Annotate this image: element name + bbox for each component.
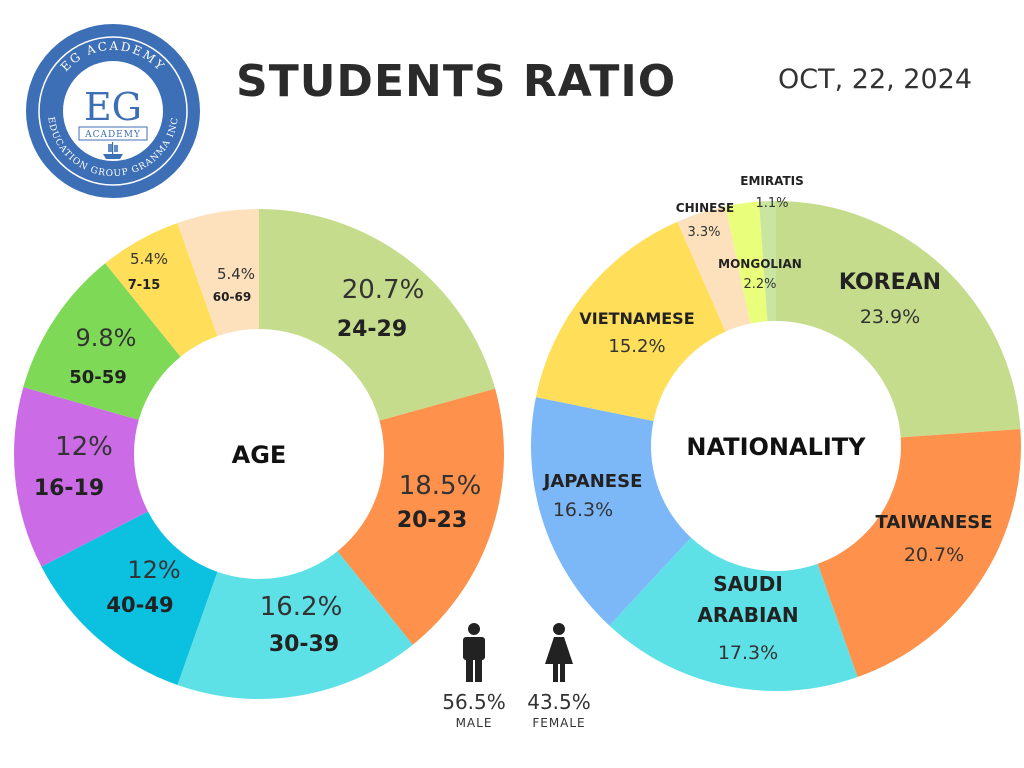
male-percentage: 56.5%: [442, 690, 506, 714]
slice-label-30-39: 30-39: [269, 632, 339, 657]
slice-label-korean: KOREAN: [839, 270, 941, 295]
slice-30-39: [177, 551, 413, 699]
logo-monogram: EG: [84, 85, 142, 129]
male-label: MALE: [455, 716, 493, 730]
slice-40-49: [41, 511, 218, 686]
chart-center-title: AGE: [232, 441, 287, 469]
eg-academy-logo: EG ACADEMY EDUCATION GROUP GRANMA INC EG…: [24, 22, 202, 200]
slice-label-60-69: 60-69: [213, 290, 251, 304]
slice-16-19: [14, 387, 148, 567]
male-icon: [463, 623, 485, 682]
slice-chinese: [677, 206, 751, 332]
slice-percent-40-49: 12%: [127, 556, 180, 584]
page-title: STUDENTS RATIO: [236, 56, 677, 107]
slice-label-saudi-arabian-2: ARABIAN: [697, 603, 798, 627]
slice-label-japanese: JAPANESE: [542, 471, 643, 492]
slice-label-vietnamese: VIETNAMESE: [579, 309, 694, 328]
slice-percent-50-59: 9.8%: [76, 324, 137, 352]
slice-label-16-19: 16-19: [34, 476, 104, 501]
age-donut-chart: AGE 20.7% 24-29 18.5% 20-23 16.2% 30-39 12% 40-4…: [14, 209, 504, 699]
slice-label-emiratis: EMIRATIS: [740, 174, 804, 188]
chart-center-title: NATIONALITY: [686, 433, 866, 461]
slice-percent-30-39: 16.2%: [260, 592, 343, 622]
logo-academy-text: ACADEMY: [84, 130, 141, 140]
slice-percent-korean: 23.9%: [860, 306, 920, 328]
slice-vietnamese: [535, 221, 726, 422]
female-icon: [545, 623, 573, 682]
female-percentage: 43.5%: [527, 690, 591, 714]
slice-mongolian: [725, 201, 768, 324]
slice-label-chinese: CHINESE: [676, 201, 734, 215]
slice-label-50-59: 50-59: [69, 367, 127, 388]
slice-percent-saudi-arabian: 17.3%: [718, 642, 778, 664]
slice-percent-emiratis: 1.1%: [755, 196, 788, 211]
slice-label-taiwanese: TAIWANESE: [875, 512, 992, 533]
slice-percent-taiwanese: 20.7%: [904, 544, 964, 566]
slice-taiwanese: [817, 429, 1021, 678]
slice-saudi-arabian: [609, 537, 858, 691]
slice-60-69: [177, 209, 259, 337]
male-stat: 56.5% MALE: [434, 622, 514, 730]
slice-20-23: [337, 388, 504, 645]
slice-50-59: [23, 263, 181, 420]
slice-percent-vietnamese: 15.2%: [608, 336, 665, 357]
female-label: FEMALE: [532, 716, 586, 730]
slice-24-29: [259, 209, 496, 421]
slice-label-7-15: 7-15: [128, 278, 161, 293]
slice-7-15: [105, 222, 218, 357]
slice-label-20-23: 20-23: [397, 508, 467, 533]
slice-emiratis: [759, 201, 776, 322]
report-date: OCT, 22, 2024: [778, 64, 972, 95]
slice-percent-7-15: 5.4%: [130, 250, 168, 268]
slice-label-saudi-arabian-1: SAUDI: [713, 572, 783, 596]
slice-percent-60-69: 5.4%: [217, 265, 255, 283]
slice-label-mongolian: MONGOLIAN: [718, 257, 802, 271]
slice-label-40-49: 40-49: [106, 593, 173, 617]
slice-percent-24-29: 20.7%: [342, 275, 425, 305]
slice-japanese: [530, 397, 692, 626]
slice-percent-chinese: 3.3%: [687, 225, 720, 240]
slice-label-24-29: 24-29: [337, 317, 407, 342]
female-stat: 43.5% FEMALE: [519, 622, 599, 730]
slice-korean: [776, 201, 1021, 438]
ship-icon: [103, 142, 123, 159]
slice-percent-mongolian: 2.2%: [743, 277, 776, 292]
nationality-donut-chart: NATIONALITY 23.9% KOREAN 20.7% TAIWANESE 17.3…: [530, 174, 1021, 691]
slice-percent-20-23: 18.5%: [399, 471, 482, 501]
slice-percent-japanese: 16.3%: [553, 499, 613, 521]
slice-percent-16-19: 12%: [55, 432, 113, 462]
